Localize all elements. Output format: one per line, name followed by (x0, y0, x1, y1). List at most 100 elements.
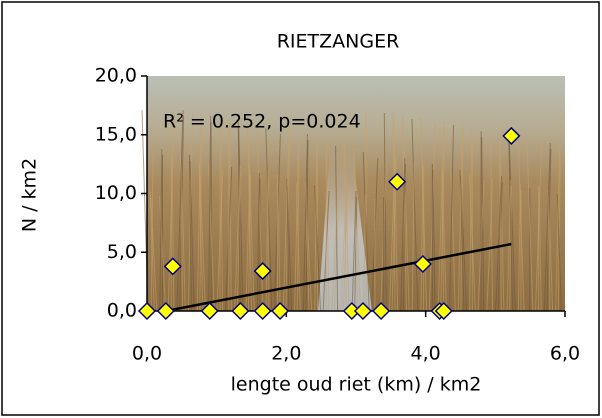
reed (196, 111, 202, 312)
reed (526, 138, 534, 312)
reed (353, 147, 359, 312)
reed (508, 142, 516, 312)
x-tick-label: 2,0 (271, 343, 301, 365)
reed (498, 132, 502, 312)
y-tick-label: 5,0 (107, 241, 137, 263)
x-tick-label: 4,0 (411, 343, 441, 365)
reed (296, 141, 300, 312)
background-photo (141, 76, 565, 312)
reed (314, 184, 321, 312)
reed (383, 112, 387, 312)
reed (517, 140, 525, 312)
y-tick-label: 20,0 (95, 65, 137, 87)
reed (199, 164, 206, 312)
point (231, 301, 250, 321)
y-tick-label: 15,0 (95, 123, 137, 145)
point (271, 301, 290, 321)
point (137, 301, 157, 321)
reed (247, 125, 253, 312)
x-axis-label: lengte oud riet (km) / km2 (231, 374, 482, 396)
point (434, 301, 453, 321)
point (372, 301, 391, 321)
reed (344, 149, 350, 312)
reed (353, 153, 361, 312)
reed (402, 114, 407, 312)
reed (343, 143, 347, 312)
reed (495, 175, 503, 312)
reed (294, 135, 300, 312)
reed (411, 118, 419, 312)
reed (460, 175, 468, 312)
reed (354, 196, 358, 312)
point (253, 261, 272, 281)
reed (557, 152, 561, 312)
reed (392, 110, 396, 312)
reed (509, 185, 513, 312)
reed (150, 150, 154, 312)
reed (437, 120, 445, 312)
trendline (165, 242, 512, 313)
x-tick-label: 0,0 (132, 343, 162, 365)
reed (555, 146, 561, 312)
point (163, 257, 182, 276)
reed (449, 124, 454, 312)
reed (340, 186, 348, 312)
point (353, 301, 373, 321)
chart-title: RIETZANGER (277, 31, 400, 53)
reed (499, 138, 505, 312)
point (253, 301, 272, 321)
reed (302, 133, 308, 312)
reed (238, 127, 244, 312)
reed (543, 142, 551, 312)
reed (305, 186, 313, 312)
reed (176, 109, 184, 312)
reed (420, 116, 428, 312)
reed (189, 154, 192, 312)
reed (248, 174, 251, 312)
point (388, 172, 407, 191)
reed (363, 194, 366, 312)
reed (326, 147, 330, 312)
reed (265, 127, 273, 312)
point (413, 254, 432, 274)
reed (237, 121, 241, 312)
reed (351, 190, 357, 312)
reed (508, 136, 514, 312)
reed (490, 134, 493, 312)
reed (331, 188, 339, 312)
reed (469, 126, 473, 312)
point (200, 301, 219, 321)
reed (335, 145, 339, 312)
point (156, 301, 175, 321)
annotation: R² = 0.252, p=0.024 (163, 111, 361, 133)
reed (362, 151, 370, 312)
reed (402, 120, 410, 312)
reed (256, 129, 264, 312)
reed (486, 177, 494, 312)
x-tick-label: 6,0 (550, 343, 580, 365)
y-tick-label: 0,0 (107, 300, 137, 322)
reed (420, 159, 424, 312)
reed (159, 148, 163, 312)
reed (402, 163, 406, 312)
reed (517, 183, 521, 312)
reed (208, 115, 212, 312)
reed (234, 164, 241, 312)
reed (457, 122, 463, 312)
reed (247, 131, 255, 312)
reed (468, 173, 476, 312)
y-tick-label: 10,0 (95, 182, 137, 204)
reed (282, 131, 290, 312)
reed (228, 123, 232, 312)
y-axis-label: N / km2 (19, 158, 41, 232)
reed (481, 136, 485, 312)
reed (256, 172, 260, 312)
reed (149, 191, 155, 312)
reed (220, 125, 224, 312)
reed (393, 116, 399, 312)
reed (411, 161, 415, 312)
reed (265, 170, 269, 312)
reed (207, 162, 215, 312)
point (502, 126, 521, 145)
